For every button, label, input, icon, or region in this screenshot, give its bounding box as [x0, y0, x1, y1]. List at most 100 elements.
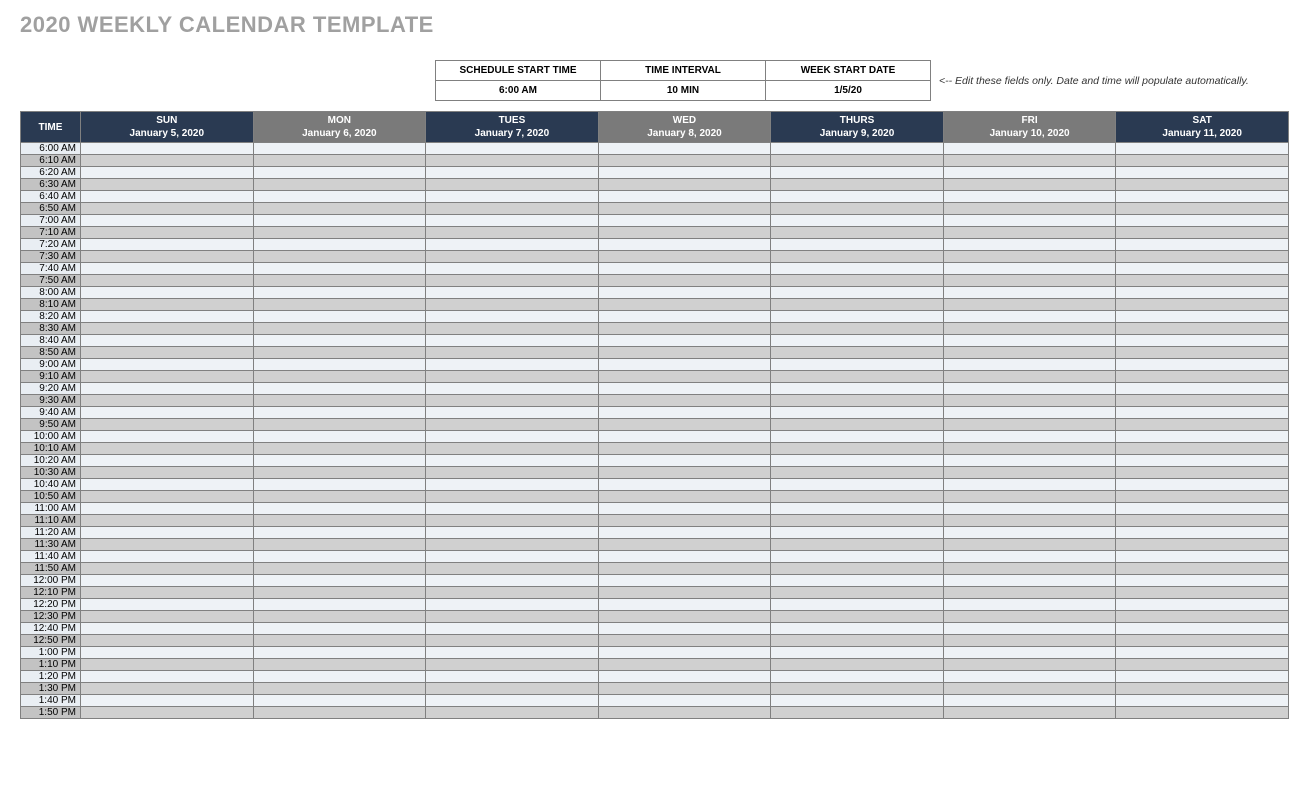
schedule-slot[interactable] — [771, 467, 944, 479]
schedule-slot[interactable] — [943, 191, 1116, 203]
schedule-slot[interactable] — [598, 515, 771, 527]
schedule-slot[interactable] — [943, 707, 1116, 719]
config-value-start-time[interactable]: 6:00 AM — [436, 81, 601, 101]
schedule-slot[interactable] — [426, 671, 599, 683]
schedule-slot[interactable] — [771, 575, 944, 587]
schedule-slot[interactable] — [426, 551, 599, 563]
schedule-slot[interactable] — [943, 683, 1116, 695]
schedule-slot[interactable] — [1116, 335, 1289, 347]
schedule-slot[interactable] — [771, 263, 944, 275]
schedule-slot[interactable] — [1116, 479, 1289, 491]
schedule-slot[interactable] — [1116, 275, 1289, 287]
schedule-slot[interactable] — [943, 299, 1116, 311]
schedule-slot[interactable] — [81, 335, 254, 347]
schedule-slot[interactable] — [943, 431, 1116, 443]
schedule-slot[interactable] — [598, 323, 771, 335]
schedule-slot[interactable] — [426, 263, 599, 275]
schedule-slot[interactable] — [598, 347, 771, 359]
schedule-slot[interactable] — [1116, 551, 1289, 563]
schedule-slot[interactable] — [1116, 155, 1289, 167]
schedule-slot[interactable] — [426, 623, 599, 635]
schedule-slot[interactable] — [771, 419, 944, 431]
schedule-slot[interactable] — [771, 227, 944, 239]
schedule-slot[interactable] — [426, 239, 599, 251]
schedule-slot[interactable] — [598, 299, 771, 311]
schedule-slot[interactable] — [81, 611, 254, 623]
schedule-slot[interactable] — [81, 575, 254, 587]
schedule-slot[interactable] — [598, 527, 771, 539]
schedule-slot[interactable] — [426, 359, 599, 371]
schedule-slot[interactable] — [253, 203, 426, 215]
schedule-slot[interactable] — [771, 431, 944, 443]
schedule-slot[interactable] — [426, 467, 599, 479]
schedule-slot[interactable] — [81, 515, 254, 527]
schedule-slot[interactable] — [253, 167, 426, 179]
schedule-slot[interactable] — [81, 587, 254, 599]
schedule-slot[interactable] — [1116, 347, 1289, 359]
schedule-slot[interactable] — [943, 383, 1116, 395]
schedule-slot[interactable] — [598, 695, 771, 707]
schedule-slot[interactable] — [1116, 539, 1289, 551]
schedule-slot[interactable] — [1116, 599, 1289, 611]
schedule-slot[interactable] — [1116, 143, 1289, 155]
schedule-slot[interactable] — [598, 623, 771, 635]
schedule-slot[interactable] — [253, 683, 426, 695]
schedule-slot[interactable] — [943, 335, 1116, 347]
schedule-slot[interactable] — [426, 431, 599, 443]
schedule-slot[interactable] — [598, 563, 771, 575]
schedule-slot[interactable] — [253, 611, 426, 623]
schedule-slot[interactable] — [1116, 647, 1289, 659]
schedule-slot[interactable] — [81, 191, 254, 203]
schedule-slot[interactable] — [598, 611, 771, 623]
schedule-slot[interactable] — [81, 635, 254, 647]
schedule-slot[interactable] — [81, 623, 254, 635]
schedule-slot[interactable] — [943, 323, 1116, 335]
schedule-slot[interactable] — [426, 347, 599, 359]
schedule-slot[interactable] — [81, 431, 254, 443]
schedule-slot[interactable] — [943, 179, 1116, 191]
schedule-slot[interactable] — [598, 707, 771, 719]
schedule-slot[interactable] — [598, 443, 771, 455]
schedule-slot[interactable] — [81, 251, 254, 263]
schedule-slot[interactable] — [81, 455, 254, 467]
schedule-slot[interactable] — [598, 275, 771, 287]
schedule-slot[interactable] — [943, 659, 1116, 671]
schedule-slot[interactable] — [943, 491, 1116, 503]
schedule-slot[interactable] — [81, 275, 254, 287]
schedule-slot[interactable] — [81, 419, 254, 431]
schedule-slot[interactable] — [943, 647, 1116, 659]
schedule-slot[interactable] — [943, 155, 1116, 167]
schedule-slot[interactable] — [426, 695, 599, 707]
schedule-slot[interactable] — [253, 251, 426, 263]
schedule-slot[interactable] — [771, 611, 944, 623]
schedule-slot[interactable] — [1116, 695, 1289, 707]
schedule-slot[interactable] — [943, 359, 1116, 371]
schedule-slot[interactable] — [1116, 515, 1289, 527]
schedule-slot[interactable] — [598, 263, 771, 275]
schedule-slot[interactable] — [426, 215, 599, 227]
schedule-slot[interactable] — [943, 227, 1116, 239]
schedule-slot[interactable] — [943, 143, 1116, 155]
schedule-slot[interactable] — [253, 311, 426, 323]
schedule-slot[interactable] — [1116, 359, 1289, 371]
schedule-slot[interactable] — [253, 467, 426, 479]
schedule-slot[interactable] — [598, 635, 771, 647]
schedule-slot[interactable] — [426, 587, 599, 599]
schedule-slot[interactable] — [81, 227, 254, 239]
schedule-slot[interactable] — [943, 371, 1116, 383]
schedule-slot[interactable] — [598, 587, 771, 599]
schedule-slot[interactable] — [426, 683, 599, 695]
schedule-slot[interactable] — [598, 395, 771, 407]
schedule-slot[interactable] — [426, 479, 599, 491]
schedule-slot[interactable] — [771, 179, 944, 191]
schedule-slot[interactable] — [426, 371, 599, 383]
schedule-slot[interactable] — [771, 455, 944, 467]
schedule-slot[interactable] — [598, 599, 771, 611]
schedule-slot[interactable] — [81, 551, 254, 563]
schedule-slot[interactable] — [943, 695, 1116, 707]
schedule-slot[interactable] — [81, 371, 254, 383]
schedule-slot[interactable] — [426, 563, 599, 575]
schedule-slot[interactable] — [771, 587, 944, 599]
config-value-interval[interactable]: 10 MIN — [601, 81, 766, 101]
schedule-slot[interactable] — [253, 563, 426, 575]
